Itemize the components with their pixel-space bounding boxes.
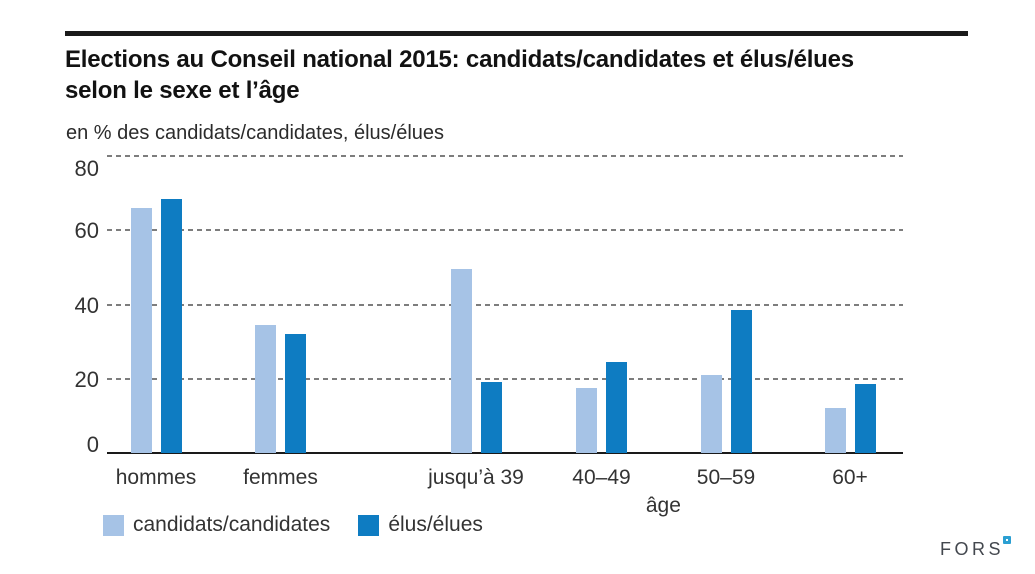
chart-legend: candidats/candidates élus/élues: [103, 513, 511, 537]
legend-label: candidats/candidates: [133, 513, 331, 536]
fors-logo-text: FORS: [939, 539, 1004, 559]
x-axis-line: [107, 452, 903, 454]
bar-chart-plot-area: 0 20 40 60 80 hommes femmes jusqu’à 39 40–49 50–5…: [75, 155, 903, 489]
title-top-rule: [65, 31, 968, 36]
x-axis-group-label: âge: [645, 494, 681, 517]
bar-candidats-6: [824, 408, 846, 453]
bar-candidats-4: [576, 388, 597, 453]
bar-elus-5: [730, 310, 752, 453]
x-tick-label-1: hommes: [115, 466, 197, 489]
bar-candidats-5: [700, 375, 722, 453]
fors-logo-square-icon: [1003, 536, 1011, 544]
y-tick-label-80: 80: [74, 156, 99, 181]
x-tick-label-3: jusqu’à 39: [428, 466, 524, 489]
legend-swatch-icon: [103, 514, 124, 536]
bar-elus-2: [285, 334, 306, 453]
chart-title-line-1: Elections au Conseil national 2015: cand…: [65, 46, 854, 73]
bar-candidats-3: [450, 269, 472, 453]
legend-label: élus/élues: [388, 513, 483, 536]
gridline-20: [107, 377, 903, 380]
y-tick-label-60: 60: [74, 218, 99, 244]
x-tick-label-4: 40–49: [572, 466, 631, 489]
legend-swatch-icon: [358, 514, 380, 536]
legend-item-elus: élus/élues: [358, 513, 483, 537]
unit-label: en % des candidats/candidates, élus/élue…: [66, 122, 445, 144]
x-tick-label-5: 50–59: [696, 466, 756, 489]
y-tick-label-40: 40: [74, 292, 99, 318]
bar-elus-1: [160, 198, 182, 453]
bar-elus-4: [606, 362, 627, 453]
gridline-60: [107, 229, 903, 232]
y-tick-label-20: 20: [74, 366, 99, 392]
gridline-80: [107, 155, 903, 157]
bar-candidats-1: [130, 207, 152, 453]
bar-elus-3: [480, 382, 502, 453]
chart-title-line-2: selon le sexe et l’âge: [65, 77, 300, 104]
gridline-40: [107, 303, 903, 306]
bar-elus-6: [854, 384, 876, 453]
x-tick-label-2: femmes: [243, 466, 318, 489]
x-tick-label-6: 60+: [832, 466, 868, 489]
y-tick-label-0: 0: [86, 432, 99, 457]
fors-logo: FORS: [939, 536, 1012, 559]
bar-candidats-2: [255, 324, 276, 453]
legend-item-candidats: candidats/candidates: [103, 513, 330, 537]
chart-title: Elections au Conseil national 2015: cand…: [65, 44, 1015, 106]
